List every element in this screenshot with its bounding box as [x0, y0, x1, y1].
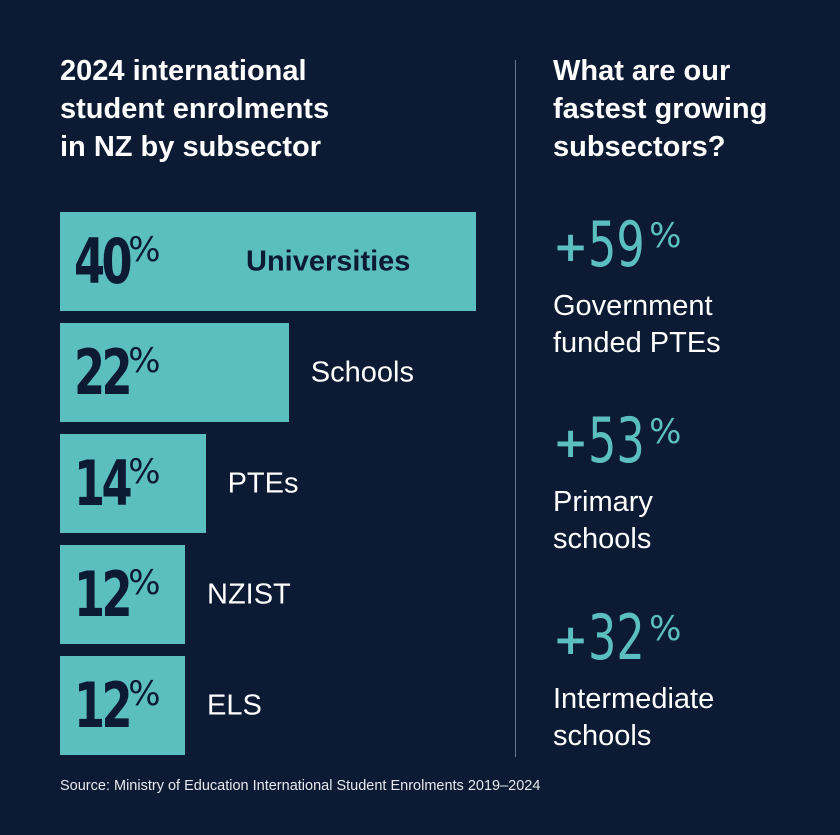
bar-value-number: 12 [74, 668, 133, 742]
bar-value-label: 14% [74, 446, 161, 520]
growth-value: +59% [553, 214, 833, 278]
bar-value-label: 40% [74, 224, 161, 298]
growth-item: +32% Intermediate schools [553, 607, 833, 755]
growth-value: +53% [553, 410, 833, 474]
percent-sign: % [128, 562, 161, 603]
bar: 22% [60, 323, 289, 422]
bar: 12% [60, 545, 185, 644]
percent-sign: % [128, 229, 161, 270]
percent-sign: % [649, 216, 682, 256]
plus-sign: + [553, 418, 589, 467]
bar-value-label: 12% [74, 557, 161, 631]
bar-chart: 40% Universities 22% Schools 14% PTEs 12% NZIST… [60, 212, 500, 757]
growth-label: Primary schools [553, 486, 653, 555]
bar-value-number: 22 [74, 335, 133, 409]
bar-row: 22% Schools [60, 323, 500, 422]
bar-category-label: Universities [246, 245, 411, 277]
percent-sign: % [128, 673, 161, 714]
bar: 14% [60, 434, 206, 533]
plus-sign: + [553, 615, 589, 664]
bar: 40% [60, 212, 476, 311]
growth-item: +53% Primary schools [553, 410, 833, 558]
chart-title: 2024 international student enrolments in… [60, 55, 330, 163]
bar-category-label: Schools [310, 356, 414, 388]
bar-row: 14% PTEs [60, 434, 500, 533]
growth-value: +32% [553, 607, 833, 671]
bar: 12% [60, 656, 185, 755]
percent-sign: % [649, 609, 682, 649]
growth-label: Government funded PTEs [553, 290, 721, 359]
source-note: Source: Ministry of Education Internatio… [60, 778, 541, 794]
bar-value-number: 12 [74, 557, 133, 631]
percent-sign: % [649, 412, 682, 452]
bar-value-number: 14 [74, 446, 133, 520]
growth-number: 32 [588, 601, 646, 674]
bar-value-label: 12% [74, 668, 161, 742]
bar-value-label: 22% [74, 335, 161, 409]
bar-row: 40% Universities [60, 212, 500, 311]
column-divider [515, 60, 516, 757]
bar-category-label: ELS [207, 689, 262, 721]
percent-sign: % [128, 340, 161, 381]
bar-row: 12% ELS [60, 656, 500, 755]
bar-category-label: PTEs [227, 467, 299, 499]
growth-title: What are our fastest growing subsectors? [553, 55, 768, 163]
bar-value-number: 40 [74, 224, 133, 298]
bar-category-label: NZIST [207, 578, 291, 610]
growth-item: +59% Government funded PTEs [553, 214, 833, 362]
percent-sign: % [128, 451, 161, 492]
growth-label: Intermediate schools [553, 683, 715, 752]
growth-number: 53 [588, 404, 646, 477]
bar-row: 12% NZIST [60, 545, 500, 644]
plus-sign: + [553, 222, 589, 271]
growth-number: 59 [588, 208, 646, 281]
